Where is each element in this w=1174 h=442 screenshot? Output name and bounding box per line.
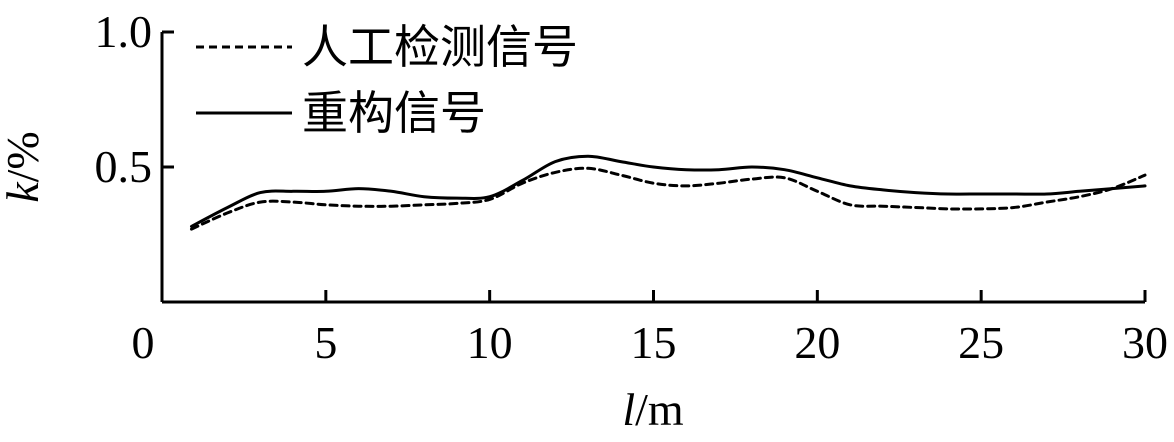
x-tick-label: 25 xyxy=(958,317,1004,368)
x-ticks: 5 10 15 20 25 30 xyxy=(314,290,1168,368)
y-axis-unit: /% xyxy=(0,131,48,182)
series-line-reconstructed xyxy=(190,154,1147,228)
y-axis-title: k/% xyxy=(0,131,48,203)
x-tick-label: 20 xyxy=(794,317,840,368)
legend-label-reconstructed: 重构信号 xyxy=(302,86,486,140)
legend: 人工检测信号 重构信号 xyxy=(196,20,578,140)
y-axis-var: k xyxy=(0,181,48,203)
series-line-manual-detection xyxy=(190,166,1147,231)
legend-label-manual: 人工检测信号 xyxy=(302,20,578,74)
y-tick-label: 1.0 xyxy=(95,6,153,57)
y-tick-label: 0.5 xyxy=(95,141,153,192)
series-layer xyxy=(190,154,1147,231)
x-axis-var: l xyxy=(622,384,635,435)
x-axis-unit: /m xyxy=(635,384,684,435)
x-tick-label: 30 xyxy=(1122,317,1168,368)
x-tick-label: 15 xyxy=(631,317,677,368)
y-tick-label: 0 xyxy=(132,317,155,368)
x-tick-label: 10 xyxy=(467,317,513,368)
y-ticks: 0 0.5 1.0 xyxy=(95,6,174,368)
x-axis-title: l/m xyxy=(622,384,684,435)
x-tick-label: 5 xyxy=(314,317,337,368)
